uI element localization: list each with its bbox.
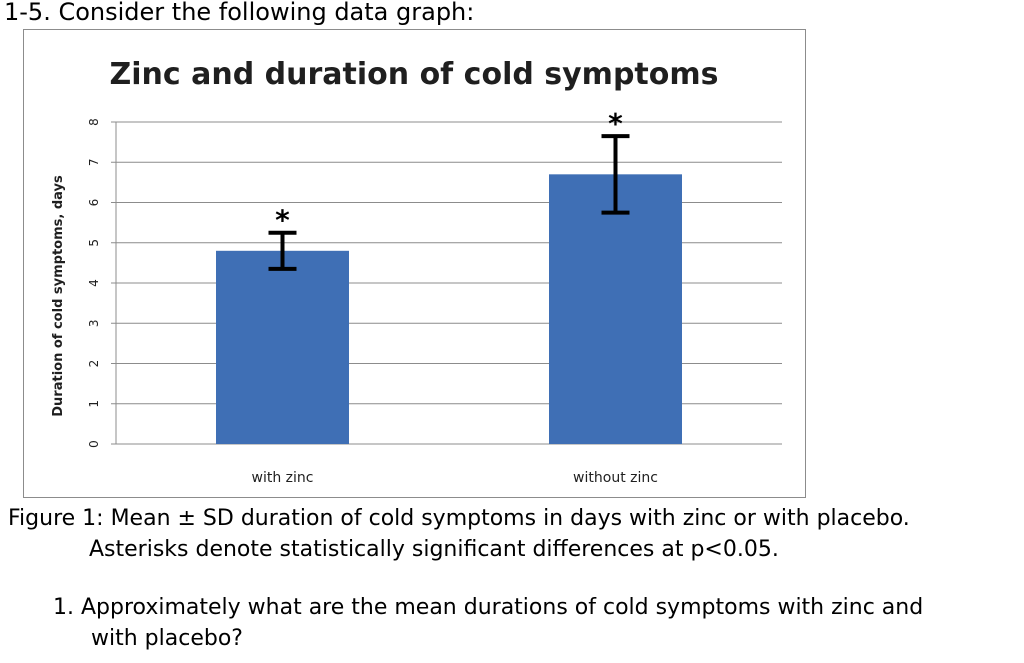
bar — [216, 250, 349, 444]
plot-area: 0 1 2 3 4 5 6 7 8 * with zinc * without zinc — [87, 107, 782, 486]
y-tick-label: 5 — [87, 239, 101, 247]
bar — [549, 174, 682, 444]
significance-marker: * — [608, 107, 623, 140]
chart-title: Zinc and duration of cold symptoms — [110, 57, 719, 92]
y-tick-label: 1 — [87, 400, 101, 408]
caption-line-2: Asterisks denote statistically significa… — [89, 537, 779, 562]
question-text-1: Approximately what are the mean duration… — [81, 595, 924, 620]
significance-marker: * — [275, 204, 290, 237]
figure-caption: Figure 1: Mean ± SD duration of cold sym… — [8, 503, 910, 565]
question-number: 1. — [53, 595, 74, 620]
x-tick-label: without zinc — [573, 470, 658, 486]
y-tick-label: 3 — [87, 319, 101, 327]
y-tick-label: 7 — [87, 158, 101, 166]
y-tick-label: 8 — [87, 118, 101, 126]
chart-frame: Zinc and duration of cold symptoms Durat… — [23, 29, 806, 498]
y-tick-label: 4 — [87, 279, 101, 287]
y-tick-label: 0 — [87, 440, 101, 448]
y-axis-label: Duration of cold symptoms, days — [51, 175, 66, 417]
bar-chart: Zinc and duration of cold symptoms Durat… — [51, 57, 782, 486]
question-1: 1. Approximately what are the mean durat… — [53, 592, 923, 654]
caption-line-1: Figure 1: Mean ± SD duration of cold sym… — [8, 506, 910, 531]
page-heading: 1-5. Consider the following data graph: — [4, 0, 475, 26]
y-tick-label: 6 — [87, 199, 101, 207]
y-tick-label: 2 — [87, 360, 101, 368]
question-line-1: 1. Approximately what are the mean durat… — [53, 592, 923, 623]
question-line-2: with placebo? — [91, 626, 243, 651]
x-tick-label: with zinc — [252, 470, 314, 486]
